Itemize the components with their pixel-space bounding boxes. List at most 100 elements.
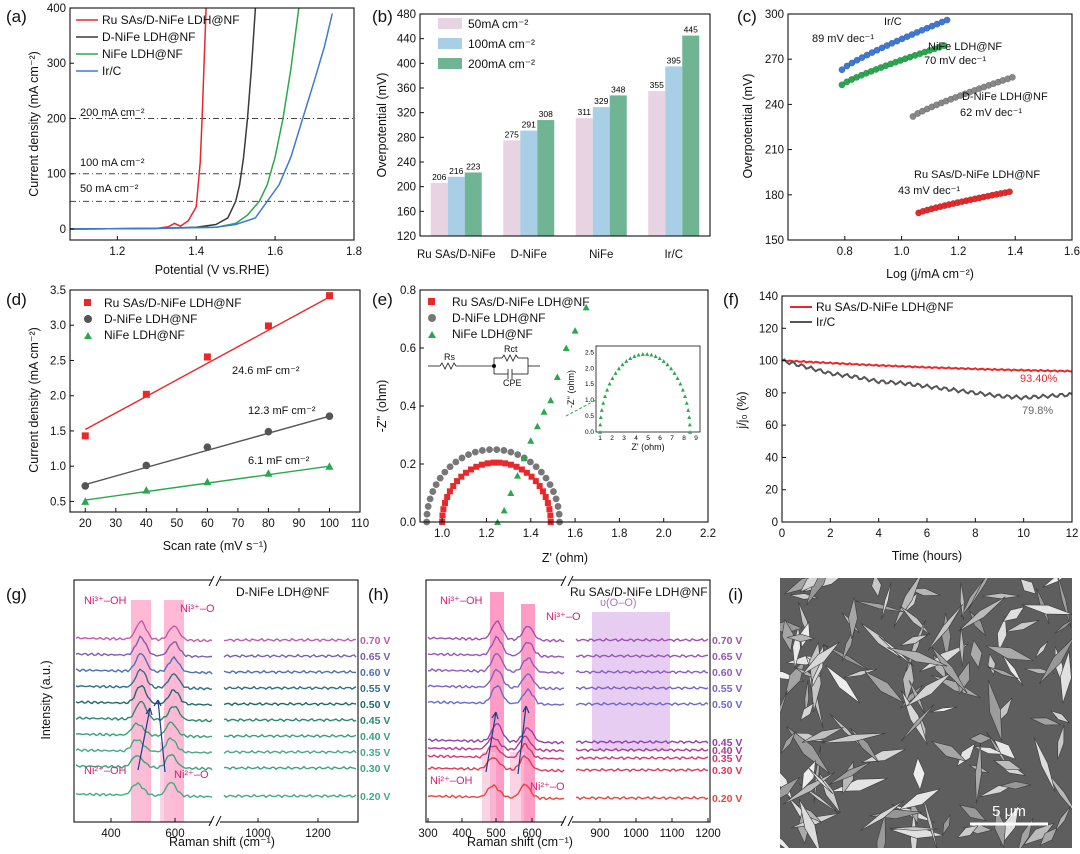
chart-b-ticks: 120 160 200 240 280 320 360 400 440 480 — [397, 9, 424, 243]
spectrum-left — [427, 783, 565, 801]
chart-g-voltage-labels: 0.70 V 0.65 V 0.60 V 0.55 V 0.50 V 0.45 V 0.40… — [360, 635, 390, 803]
inset-point — [686, 408, 691, 412]
chart-f-legend: Ru SAs/D-NiFe LDH@NF Ir/C — [790, 300, 954, 329]
sem-flake — [959, 582, 965, 621]
legend-label-nife: NiFe LDH@NF — [452, 327, 533, 341]
spectrum-left — [427, 684, 565, 706]
chart-b-bar-label: 216 — [449, 166, 463, 176]
sem-flake — [825, 665, 861, 704]
chart-a-lines — [69, 7, 354, 230]
sem-flake — [1057, 578, 1072, 629]
chart-f-end-label-irc: 79.8% — [1022, 405, 1053, 417]
chart-f-xtick-label: 4 — [875, 528, 882, 540]
inset-point — [657, 356, 662, 361]
chart-f-ytick-label: 20 — [765, 485, 778, 497]
inset-point — [607, 381, 612, 386]
chart-d-point-1 — [203, 443, 212, 451]
chart-e-xtick-label: 1.4 — [523, 528, 540, 540]
axis-break-top-h — [564, 576, 572, 586]
voltage-label: 0.55 V — [712, 683, 742, 695]
chart-c-xtick-label: 1.2 — [950, 246, 966, 258]
spectrum-left — [75, 635, 213, 659]
chart-e-xtick-label: 1.0 — [434, 528, 450, 540]
sem-flake — [1030, 717, 1062, 726]
resistor-rs — [439, 362, 457, 370]
spectrum-right — [223, 685, 357, 691]
chart-a: 1.2 1.4 1.6 1.8 0 100 200 300 400 Potential (V v… — [27, 3, 362, 277]
sem-flake — [780, 690, 788, 714]
chart-e-point-ru — [544, 500, 551, 507]
chart-d-frame — [69, 289, 361, 513]
sem-flake — [828, 761, 872, 785]
chart-f-series-line-0 — [781, 359, 1073, 373]
chart-d-points — [81, 292, 334, 505]
spectrum-right — [223, 637, 357, 643]
raman-xtick-label: 900 — [590, 828, 609, 840]
voltage-label: 0.65 V — [712, 651, 742, 663]
spectrum-left — [75, 668, 213, 691]
chart-b-bar — [503, 140, 521, 236]
sem-flake — [821, 732, 886, 744]
inset-ytick-label: 1.5 — [585, 381, 594, 388]
sem-flake — [798, 798, 820, 848]
chart-c-ytick-label: 150 — [765, 235, 784, 247]
chart-b-ytick-label: 200 — [397, 182, 416, 194]
voltage-label: 0.50 V — [360, 699, 390, 711]
chart-b-ytick-label: 240 — [397, 157, 416, 169]
chart-e-point-dnife — [429, 488, 437, 495]
voltage-label: 0.30 V — [712, 765, 742, 777]
raman-xtick-label: 500 — [486, 828, 505, 840]
legend-label-ru: Ru SAs/D-NiFe LDH@NF — [452, 295, 590, 309]
sem-flake — [871, 578, 882, 598]
chart-e-point-ru — [462, 469, 469, 476]
chart-e-point-dnife — [493, 446, 501, 454]
raman-xtick-label: 1200 — [305, 828, 331, 840]
chart-g-title: D-NiFe LDH@NF — [236, 585, 330, 599]
legend-label-nife: NiFe LDH@NF — [104, 328, 185, 342]
chart-c-slope-dnife: 62 mV dec⁻¹ — [960, 107, 1022, 119]
raman-xtick-label: 600 — [165, 828, 184, 840]
chart-e-ytick-label: 0.0 — [400, 517, 416, 529]
inset-point — [601, 400, 606, 405]
chart-d-ytick-label: 0.5 — [50, 496, 66, 508]
chart-h-spectra — [427, 619, 709, 801]
chart-d-fit-label-dnife: 12.3 mF cm⁻² — [248, 405, 316, 417]
chart-b-ytick-label: 440 — [397, 34, 416, 46]
chart-e-xtick-label: 2.0 — [656, 528, 672, 540]
chart-e-point-ru — [446, 488, 453, 495]
chart-a-ytick-label: 100 — [47, 169, 66, 181]
chart-f-xtick-label: 2 — [827, 528, 833, 540]
spectrum-right — [575, 637, 709, 643]
chart-e-point-dnife — [507, 448, 515, 456]
chart-e-point-nife — [527, 437, 535, 444]
inset-ytick-label: 0.5 — [585, 413, 594, 420]
chart-d-ytick-label: 2.5 — [50, 355, 66, 367]
raman-xtick-label: 1000 — [623, 828, 649, 840]
sem-flake — [982, 592, 1021, 600]
chart-e-point-dnife — [546, 481, 554, 489]
sem-flake — [822, 643, 872, 672]
inset-xtick-label: 5 — [646, 435, 650, 442]
sem-flake — [1035, 640, 1049, 659]
panel-label-e: (e) — [372, 290, 393, 309]
sem-flake — [799, 578, 819, 593]
band-ni3-o-h — [521, 604, 535, 822]
chart-f-end-label-ru: 93.40% — [1020, 373, 1058, 385]
sem-flake — [889, 826, 940, 831]
legend-label-irc: Ir/C — [816, 315, 836, 329]
chart-a-xtick-label: 1.2 — [109, 246, 125, 258]
inset-point — [603, 394, 608, 399]
inset-xlabel: Z' (ohm) — [631, 442, 664, 452]
sem-flake — [958, 804, 987, 821]
sem-flake — [881, 581, 892, 620]
chart-e-point-ru — [490, 459, 497, 466]
chart-b-frame — [419, 13, 711, 237]
chart-c-name-ru: Ru SAs/D-NiFe LDH@NF — [914, 169, 1040, 181]
inset-point — [665, 362, 670, 367]
sem-flake — [900, 703, 935, 742]
sem-flake — [1002, 606, 1025, 622]
chart-b-bar-label: 348 — [611, 84, 625, 94]
spectrum-left — [427, 722, 565, 745]
sem-flake — [956, 825, 979, 839]
